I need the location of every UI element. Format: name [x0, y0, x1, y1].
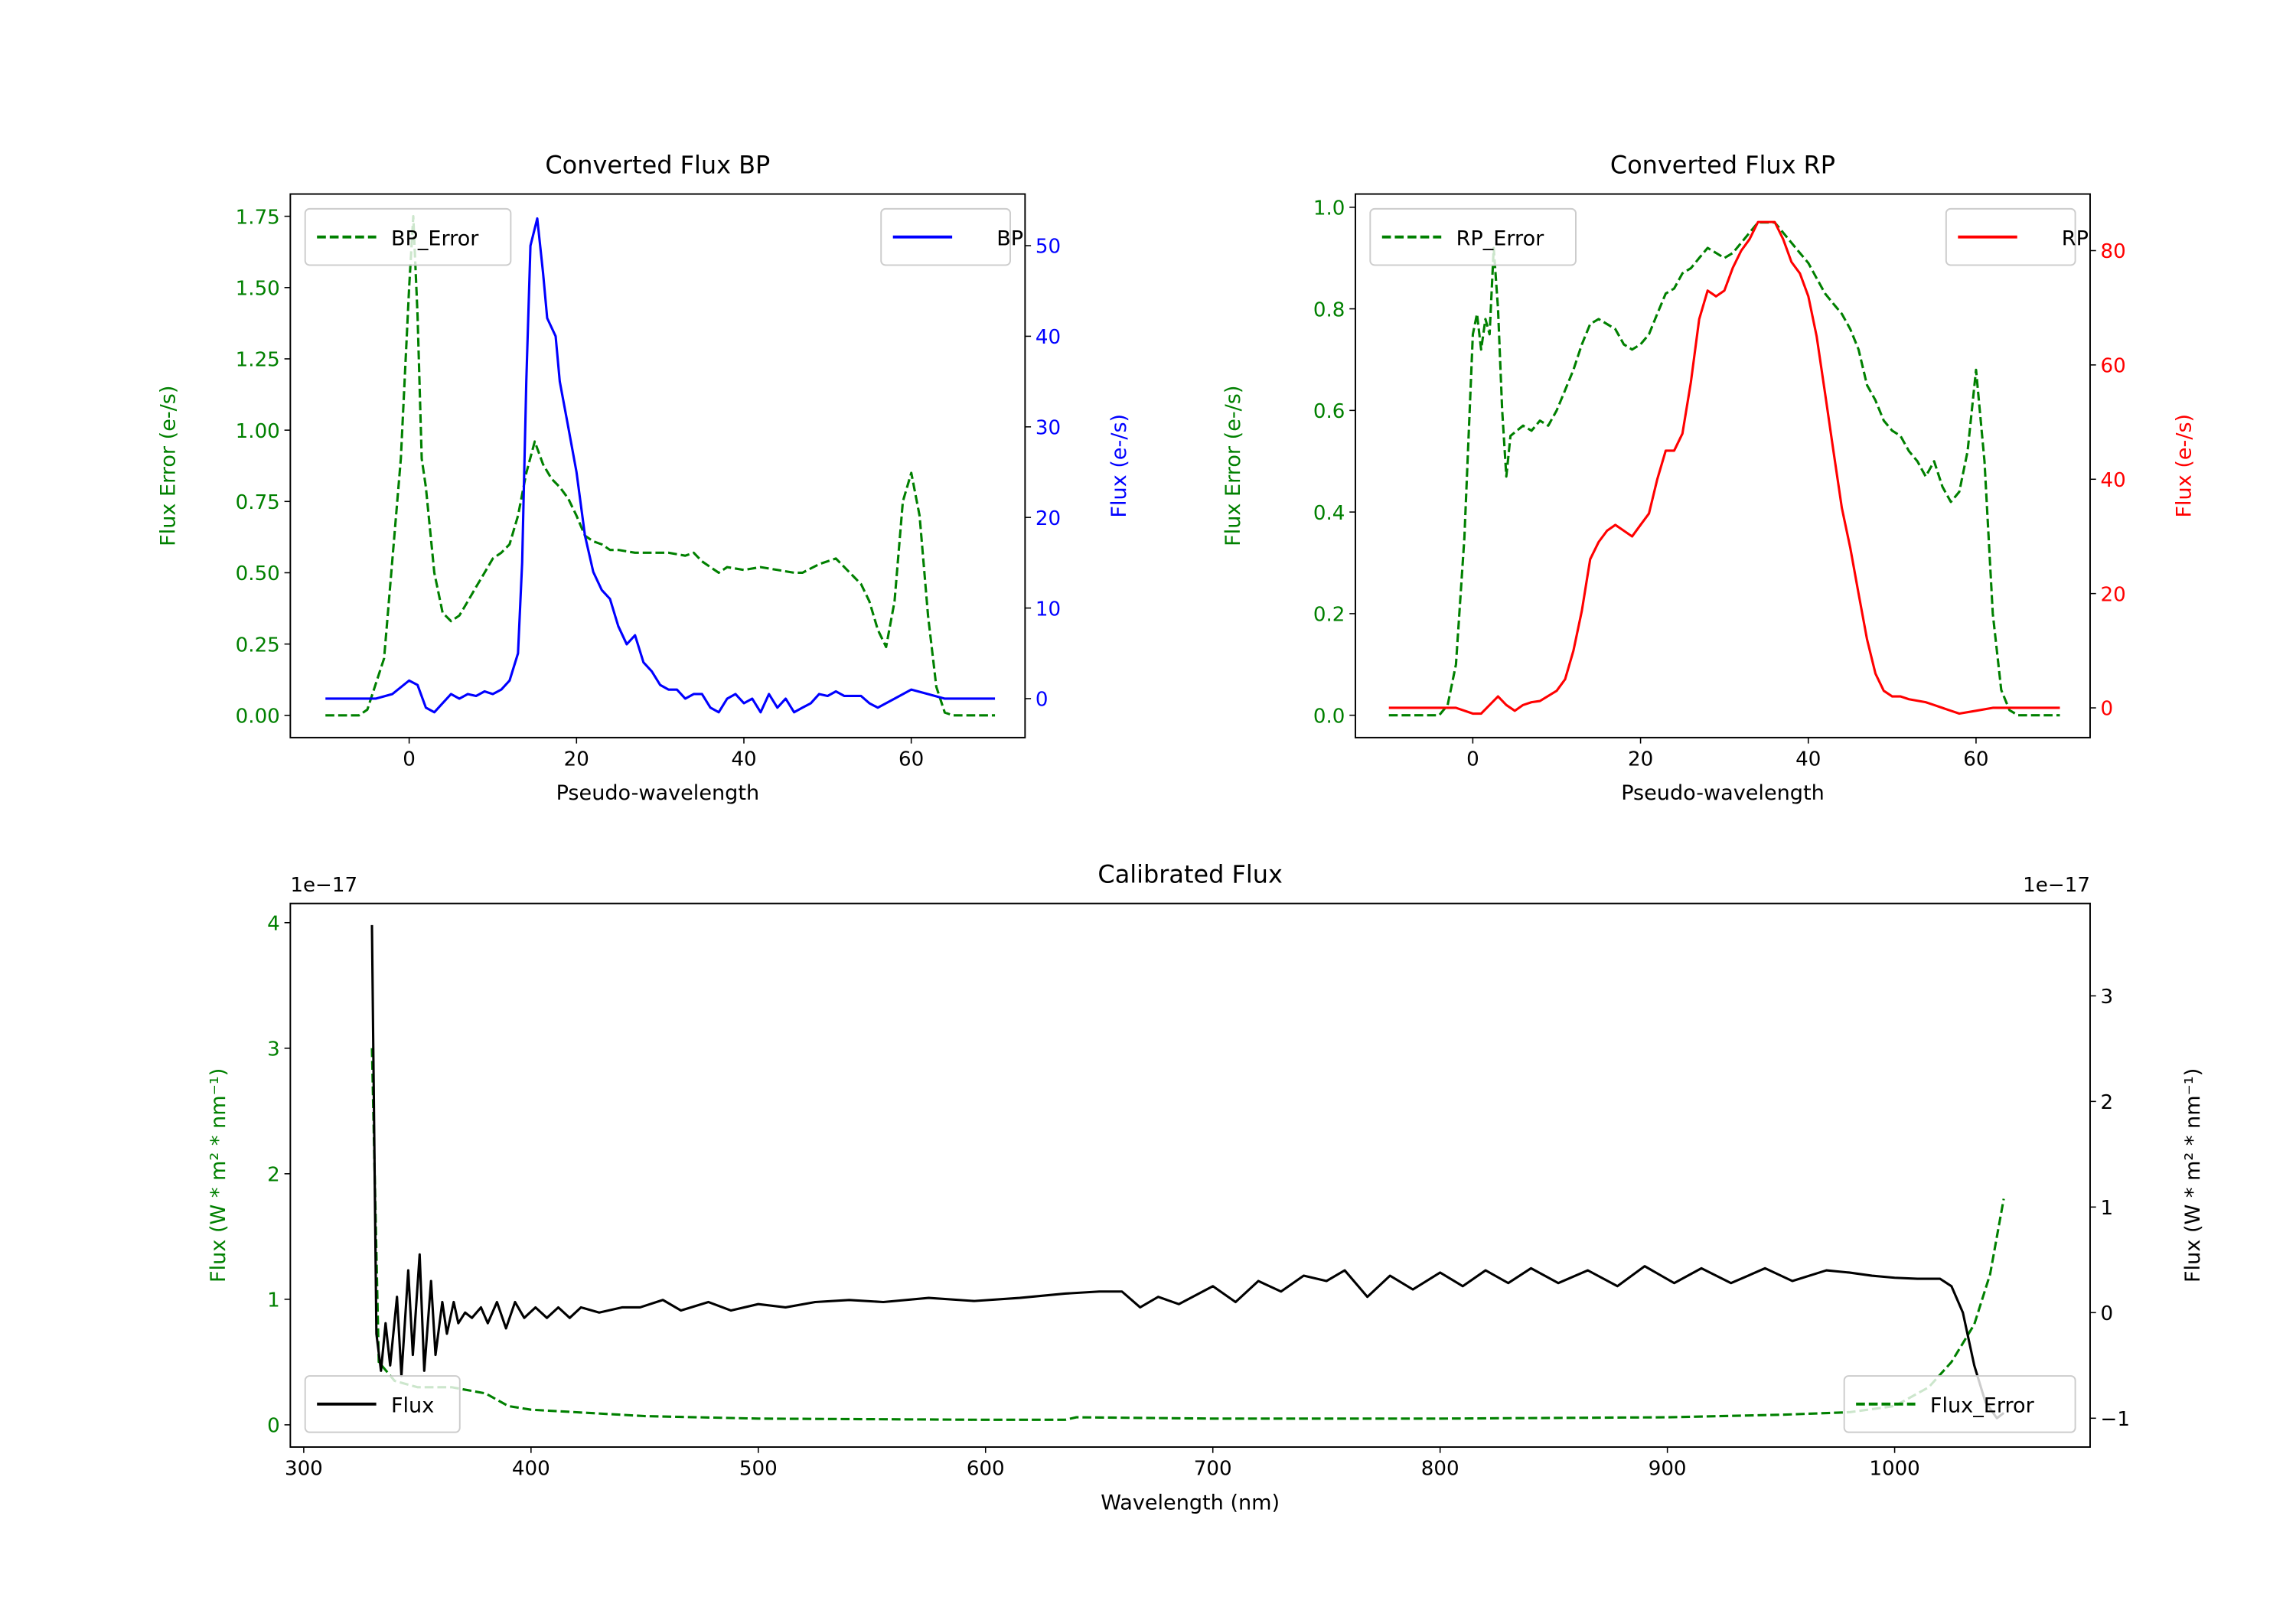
x-axis-label: Pseudo-wavelength [556, 781, 760, 805]
y-left-tick-label: 0 [267, 1415, 280, 1438]
x-tick-label: 700 [1194, 1458, 1232, 1481]
series-bp-error-line [325, 215, 996, 717]
x-axis-label: Wavelength (nm) [1101, 1491, 1280, 1514]
legend-bp: BP [880, 207, 1023, 266]
legend-box [304, 207, 512, 266]
y-right-tick-label: 20 [1035, 507, 1061, 530]
series-rp-error-line [1388, 221, 2060, 717]
chart-title: Calibrated Flux [1097, 860, 1282, 889]
y-right-tick-label: 50 [1035, 236, 1061, 259]
x-tick-label: 400 [512, 1458, 550, 1481]
legend-rp: RP [1945, 207, 2089, 266]
x-tick-label: 60 [1963, 748, 1988, 771]
y-right-tick-label: 40 [2101, 469, 2126, 492]
y-right-tick-label: 10 [1035, 598, 1061, 621]
series-bp-line [325, 217, 996, 714]
y-right-offset-text: 1e−17 [2023, 874, 2090, 897]
y-left-tick-label: 1.0 [1313, 197, 1345, 220]
legend-box [1369, 207, 1577, 266]
legend-flux-error: Flux_Error [1843, 1375, 2076, 1433]
y-left-tick-label: 4 [267, 912, 280, 935]
x-tick-label: 60 [899, 748, 924, 771]
axes-frame [289, 902, 2091, 1448]
y-left-tick-label: 1.00 [236, 420, 280, 443]
y-right-tick-label: 3 [2101, 986, 2114, 1009]
series-flux-line [370, 924, 2005, 1420]
y-right-tick-label: 20 [2101, 583, 2126, 606]
y-left-tick-label: 3 [267, 1038, 280, 1061]
x-tick-label: 300 [285, 1458, 323, 1481]
chart-title: Converted Flux BP [545, 150, 770, 179]
legend-label: BP_Error [391, 227, 479, 250]
series-rp-line [1388, 220, 2060, 715]
y-left-tick-label: 0.4 [1313, 502, 1345, 525]
legend-label: Flux [391, 1393, 434, 1417]
y-right-axis-label: Flux (e-/s) [2173, 414, 2197, 518]
x-tick-label: 20 [1628, 748, 1653, 771]
y-left-tick-label: 1.25 [236, 349, 280, 372]
chart-title: Converted Flux RP [1610, 150, 1835, 179]
y-left-tick-label: 1 [267, 1289, 280, 1312]
rp-chart: 0 20 40 60 0.0 0.2 0.4 0.6 0.8 1.0 0 20 40 60 80 Conver… [1221, 150, 2197, 805]
y-right-tick-label: 80 [2101, 240, 2126, 263]
x-tick-label: 1000 [1869, 1458, 1919, 1481]
y-right-tick-label: 2 [2101, 1091, 2114, 1114]
y-left-tick-label: 0.50 [236, 562, 280, 585]
y-left-tick-label: 2 [267, 1164, 280, 1187]
y-left-tick-label: 0.2 [1313, 604, 1345, 627]
axes-frame [289, 193, 1026, 738]
y-left-axis-label: Flux Error (e-/s) [1221, 386, 1245, 546]
y-left-tick-label: 0.00 [236, 705, 280, 728]
axes-frame [1355, 193, 2091, 738]
y-left-tick-label: 0.8 [1313, 298, 1345, 321]
legend-flux: Flux [304, 1375, 461, 1433]
y-right-tick-label: 30 [1035, 416, 1061, 439]
y-right-axis-label: Flux (e-/s) [1107, 414, 1131, 518]
y-left-tick-label: 0.6 [1313, 400, 1345, 423]
x-axis-label: Pseudo-wavelength [1621, 781, 1825, 805]
y-left-tick-label: 0.25 [236, 634, 280, 657]
series-flux-error-line [370, 1048, 2005, 1421]
x-tick-label: 20 [564, 748, 589, 771]
y-right-tick-label: 1 [2101, 1197, 2114, 1220]
y-left-offset-text: 1e−17 [290, 874, 357, 897]
y-left-tick-label: 0.75 [236, 491, 280, 514]
x-tick-label: 600 [967, 1458, 1005, 1481]
y-left-axis-label: Flux Error (e-/s) [156, 386, 180, 546]
y-left-tick-label: 1.50 [236, 277, 280, 300]
legend-box [304, 1375, 461, 1433]
x-tick-label: 800 [1421, 1458, 1459, 1481]
legend-bp-error: BP_Error [304, 207, 512, 266]
x-tick-label: 40 [731, 748, 756, 771]
y-right-tick-label: 0 [2101, 1302, 2114, 1325]
legend-box [1843, 1375, 2076, 1433]
y-right-tick-label: 0 [1035, 689, 1049, 712]
x-tick-label: 0 [403, 748, 416, 771]
y-left-tick-label: 1.75 [236, 206, 280, 229]
calibrated-flux-chart: 300 400 500 600 700 800 900 1000 0 1 2 3 4 −1 0 1 2 3 Cali… [207, 860, 2205, 1515]
legend-label: RP [2062, 227, 2089, 250]
bp-chart: 0 20 40 60 0.00 0.25 0.50 0.75 1.00 1.25 1.50 1.75 0… [156, 150, 1131, 805]
y-right-tick-label: 40 [1035, 326, 1061, 349]
legend-rp-error: RP_Error [1369, 207, 1577, 266]
y-right-axis-label: Flux (W * m² * nm⁻¹) [2181, 1068, 2205, 1283]
legend-label: Flux_Error [1930, 1393, 2035, 1417]
y-left-tick-label: 0.0 [1313, 705, 1345, 728]
legend-label: BP [996, 227, 1023, 250]
y-left-axis-label: Flux (W * m² * nm⁻¹) [207, 1068, 230, 1283]
x-tick-label: 500 [739, 1458, 778, 1481]
x-tick-label: 900 [1649, 1458, 1687, 1481]
x-tick-label: 0 [1466, 748, 1479, 771]
x-tick-label: 40 [1795, 748, 1821, 771]
legend-label: RP_Error [1456, 227, 1545, 250]
y-right-tick-label: 60 [2101, 355, 2126, 378]
y-right-tick-label: 0 [2101, 698, 2114, 721]
y-right-tick-label: −1 [2101, 1408, 2131, 1431]
